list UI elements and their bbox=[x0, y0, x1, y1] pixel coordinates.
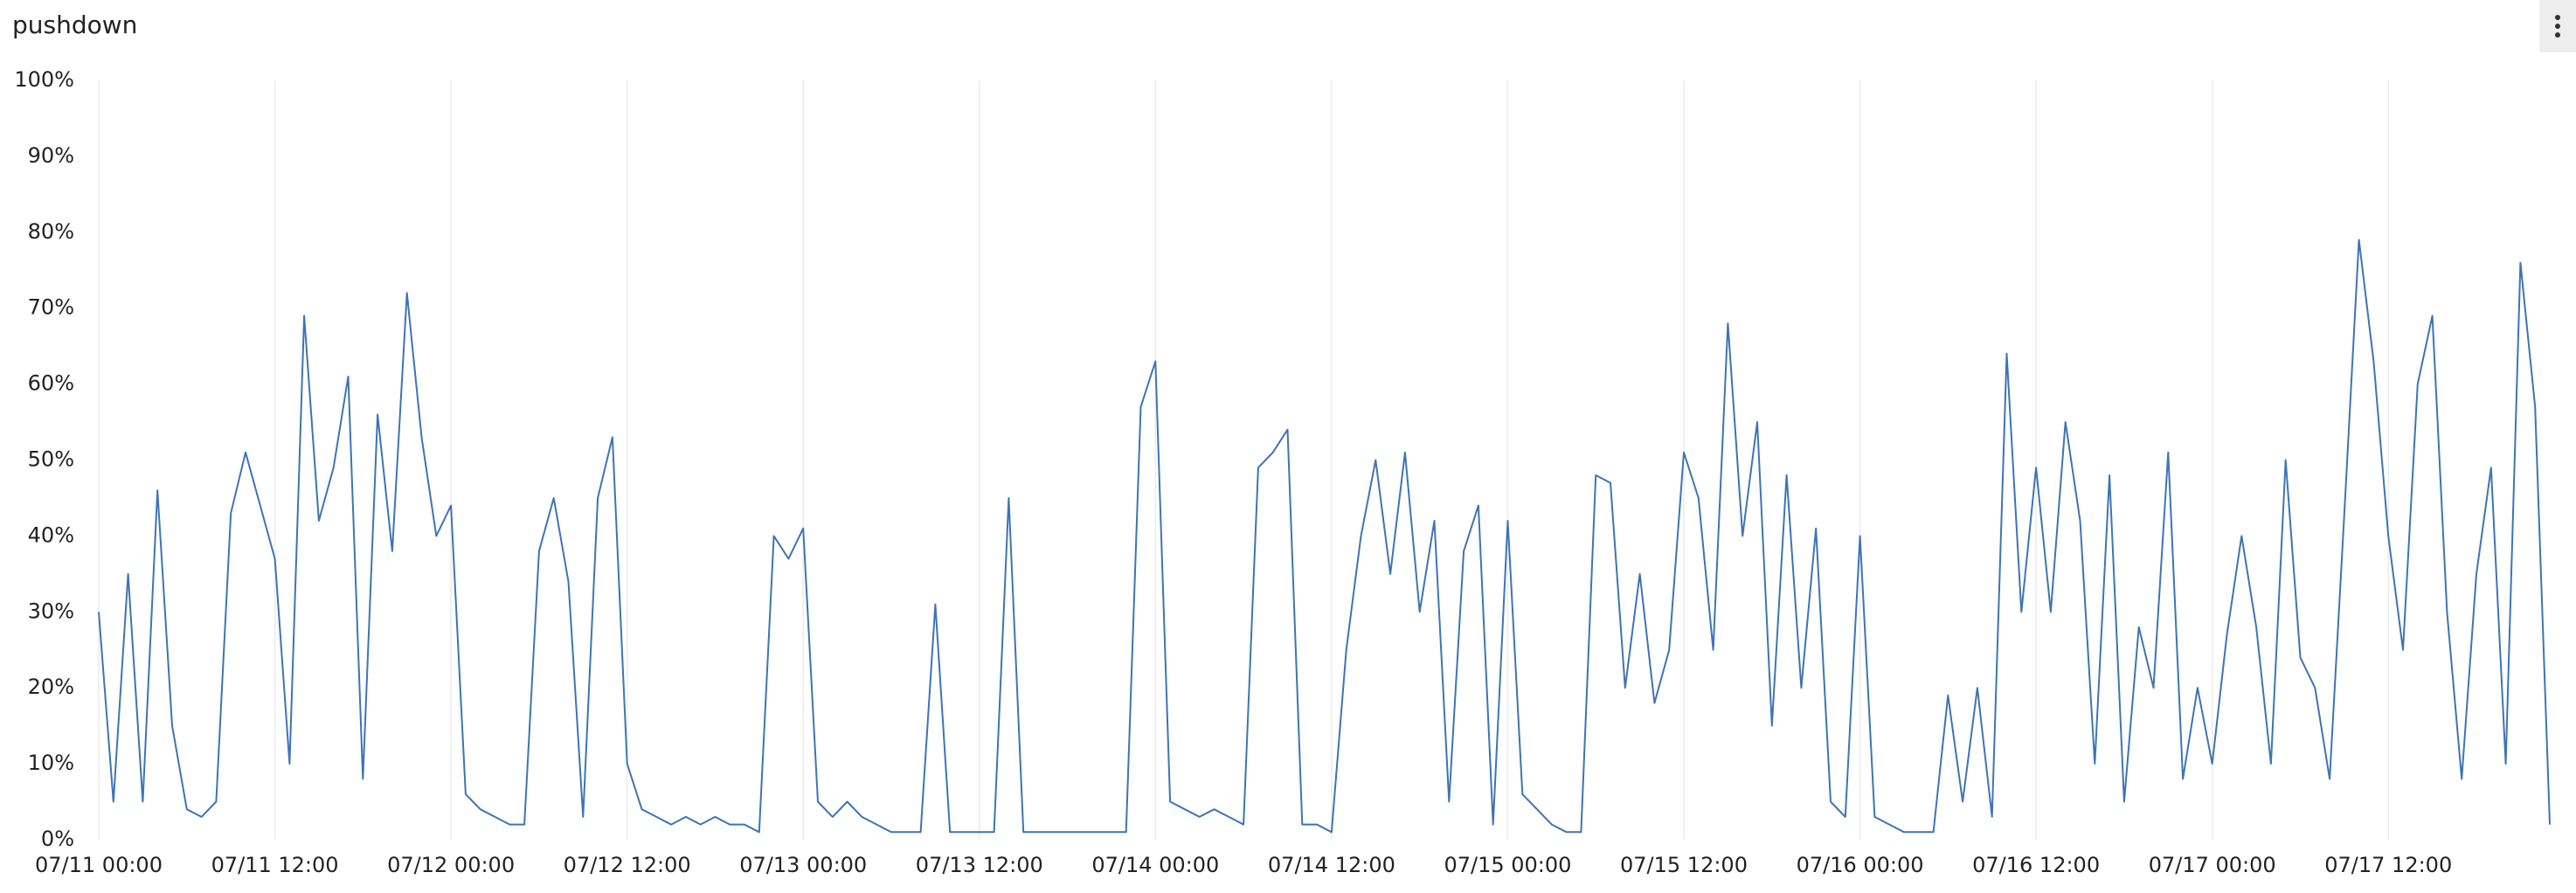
y-tick-label: 100% bbox=[14, 67, 74, 92]
y-tick-label: 30% bbox=[28, 599, 74, 623]
x-tick-label: 07/13 00:00 bbox=[739, 853, 867, 877]
x-tick-label: 07/15 12:00 bbox=[1620, 853, 1748, 877]
x-tick-label: 07/14 00:00 bbox=[1091, 853, 1219, 877]
y-tick-label: 90% bbox=[28, 143, 74, 168]
y-tick-label: 0% bbox=[41, 827, 74, 851]
x-tick-label: 07/17 00:00 bbox=[2149, 853, 2276, 877]
chart-title: pushdown bbox=[12, 10, 137, 39]
x-tick-label: 07/11 12:00 bbox=[211, 853, 339, 877]
y-tick-label: 60% bbox=[28, 371, 74, 396]
x-tick-label: 07/13 12:00 bbox=[916, 853, 1043, 877]
series-line bbox=[98, 239, 2551, 834]
y-tick-label: 40% bbox=[28, 523, 74, 547]
x-tick-label: 07/12 00:00 bbox=[387, 853, 515, 877]
y-tick-label: 10% bbox=[28, 751, 74, 775]
y-tick-label: 50% bbox=[28, 447, 74, 472]
x-tick-label: 07/14 12:00 bbox=[1268, 853, 1395, 877]
menu-button[interactable] bbox=[2539, 0, 2576, 52]
x-tick-label: 07/15 00:00 bbox=[1444, 853, 1571, 877]
x-tick-label: 07/16 00:00 bbox=[1797, 853, 1924, 877]
x-tick-label: 07/17 12:00 bbox=[2324, 853, 2452, 877]
x-tick-label: 07/12 12:00 bbox=[564, 853, 691, 877]
y-tick-label: 20% bbox=[28, 675, 74, 699]
y-tick-label: 80% bbox=[28, 219, 74, 244]
menu-dot bbox=[2555, 24, 2560, 29]
x-tick-label: 07/11 00:00 bbox=[35, 853, 163, 877]
menu-dot bbox=[2555, 32, 2560, 38]
x-tick-label: 07/16 12:00 bbox=[1972, 853, 2100, 877]
menu-dot bbox=[2555, 15, 2560, 20]
y-tick-label: 70% bbox=[28, 295, 74, 320]
